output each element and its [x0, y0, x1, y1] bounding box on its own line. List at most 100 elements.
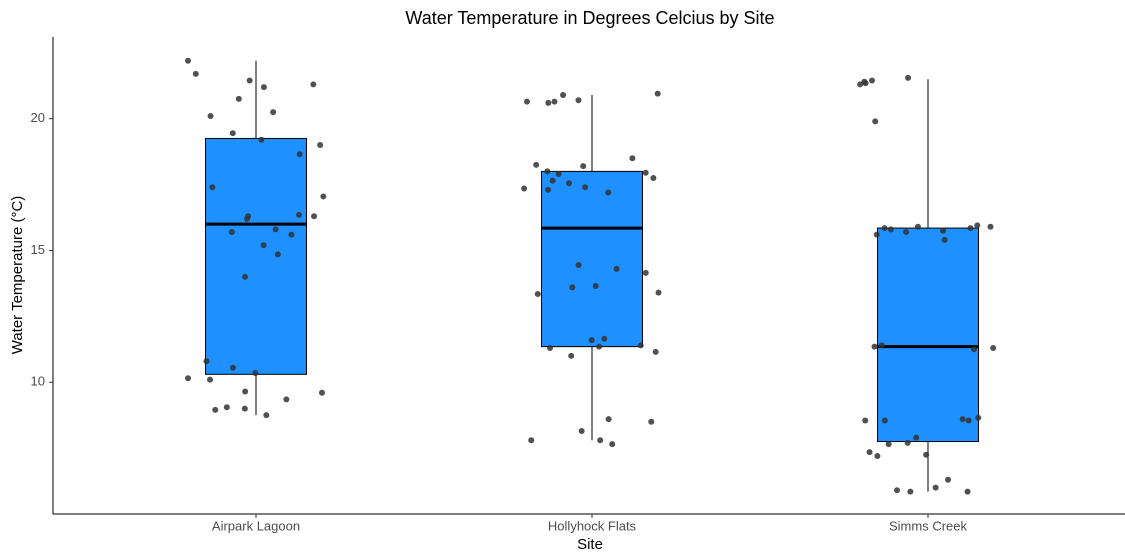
data-point [260, 84, 267, 91]
data-point [575, 97, 582, 104]
box [541, 170, 643, 348]
data-point [209, 184, 216, 191]
data-point [945, 476, 952, 483]
data-point [654, 90, 661, 97]
y-axis-title: Water Temperature (°C) [9, 196, 26, 355]
data-point [228, 229, 235, 236]
data-point [582, 184, 589, 191]
data-point [318, 389, 325, 396]
y-tick-label: 10 [31, 374, 45, 389]
data-point [521, 185, 528, 192]
data-point [317, 142, 324, 149]
data-point [185, 375, 192, 382]
data-point [613, 265, 620, 272]
data-point [580, 163, 587, 170]
data-point [932, 484, 939, 491]
data-point [528, 437, 535, 444]
data-point [652, 348, 659, 355]
data-point [551, 98, 558, 105]
data-point [560, 91, 567, 98]
data-point [862, 80, 869, 87]
data-point [241, 405, 248, 412]
data-point [866, 449, 873, 456]
data-point [229, 130, 236, 137]
data-point [601, 335, 608, 342]
data-point [605, 416, 612, 423]
data-point [242, 388, 249, 395]
data-point [544, 168, 551, 175]
data-point [578, 427, 585, 434]
data-point [940, 227, 947, 234]
data-point [252, 370, 259, 377]
x-tick-label: Hollyhock Flats [548, 518, 637, 533]
data-point [862, 417, 869, 424]
data-point [642, 169, 649, 176]
data-point [258, 136, 265, 143]
box [877, 227, 979, 443]
data-point [588, 337, 595, 344]
data-point [545, 99, 552, 106]
data-point [235, 95, 242, 102]
data-point [965, 417, 972, 424]
data-point [246, 77, 253, 84]
data-point [874, 453, 881, 460]
data-point [242, 273, 249, 280]
data-point [903, 229, 910, 236]
x-tick-label: Airpark Lagoon [212, 518, 300, 533]
data-point [270, 109, 277, 116]
data-point [964, 488, 971, 495]
data-point [569, 284, 576, 291]
data-point [203, 358, 210, 365]
x-tick-label: Simms Creek [889, 518, 968, 533]
data-point [894, 487, 901, 494]
data-point [885, 441, 892, 448]
data-point [873, 231, 880, 238]
data-point [523, 98, 530, 105]
data-point [549, 177, 556, 184]
data-point [283, 396, 290, 403]
data-point [941, 236, 948, 243]
data-point [596, 343, 603, 350]
data-point [597, 437, 604, 444]
data-point [655, 289, 662, 296]
data-point [648, 418, 655, 425]
data-point [871, 343, 878, 350]
data-point [296, 151, 303, 158]
y-tick-label: 20 [31, 110, 45, 125]
data-point [568, 352, 575, 359]
data-point [229, 364, 236, 371]
data-point [975, 414, 982, 421]
x-axis-title: Site [577, 536, 603, 553]
data-point [887, 226, 894, 233]
data-point [545, 186, 552, 193]
data-point [990, 344, 997, 351]
data-point [974, 222, 981, 229]
data-point [263, 412, 270, 419]
data-point [914, 223, 921, 230]
data-point [857, 81, 864, 88]
data-point [913, 434, 920, 441]
data-point [223, 404, 230, 411]
data-point [605, 189, 612, 196]
data-point [566, 180, 573, 187]
data-point [650, 174, 657, 181]
data-point [192, 70, 199, 77]
data-point [534, 290, 541, 297]
data-point [609, 441, 616, 448]
box [205, 137, 307, 375]
data-point [881, 225, 888, 232]
data-point [872, 118, 879, 125]
data-point [207, 376, 214, 383]
data-point [987, 223, 994, 230]
data-point [629, 155, 636, 162]
data-point [592, 283, 599, 290]
data-point [905, 74, 912, 81]
data-point [881, 417, 888, 424]
data-point [904, 439, 911, 446]
data-point [274, 251, 281, 258]
y-tick-label: 15 [31, 242, 45, 257]
data-point [959, 416, 966, 423]
data-point [533, 161, 540, 168]
data-point [575, 261, 582, 268]
